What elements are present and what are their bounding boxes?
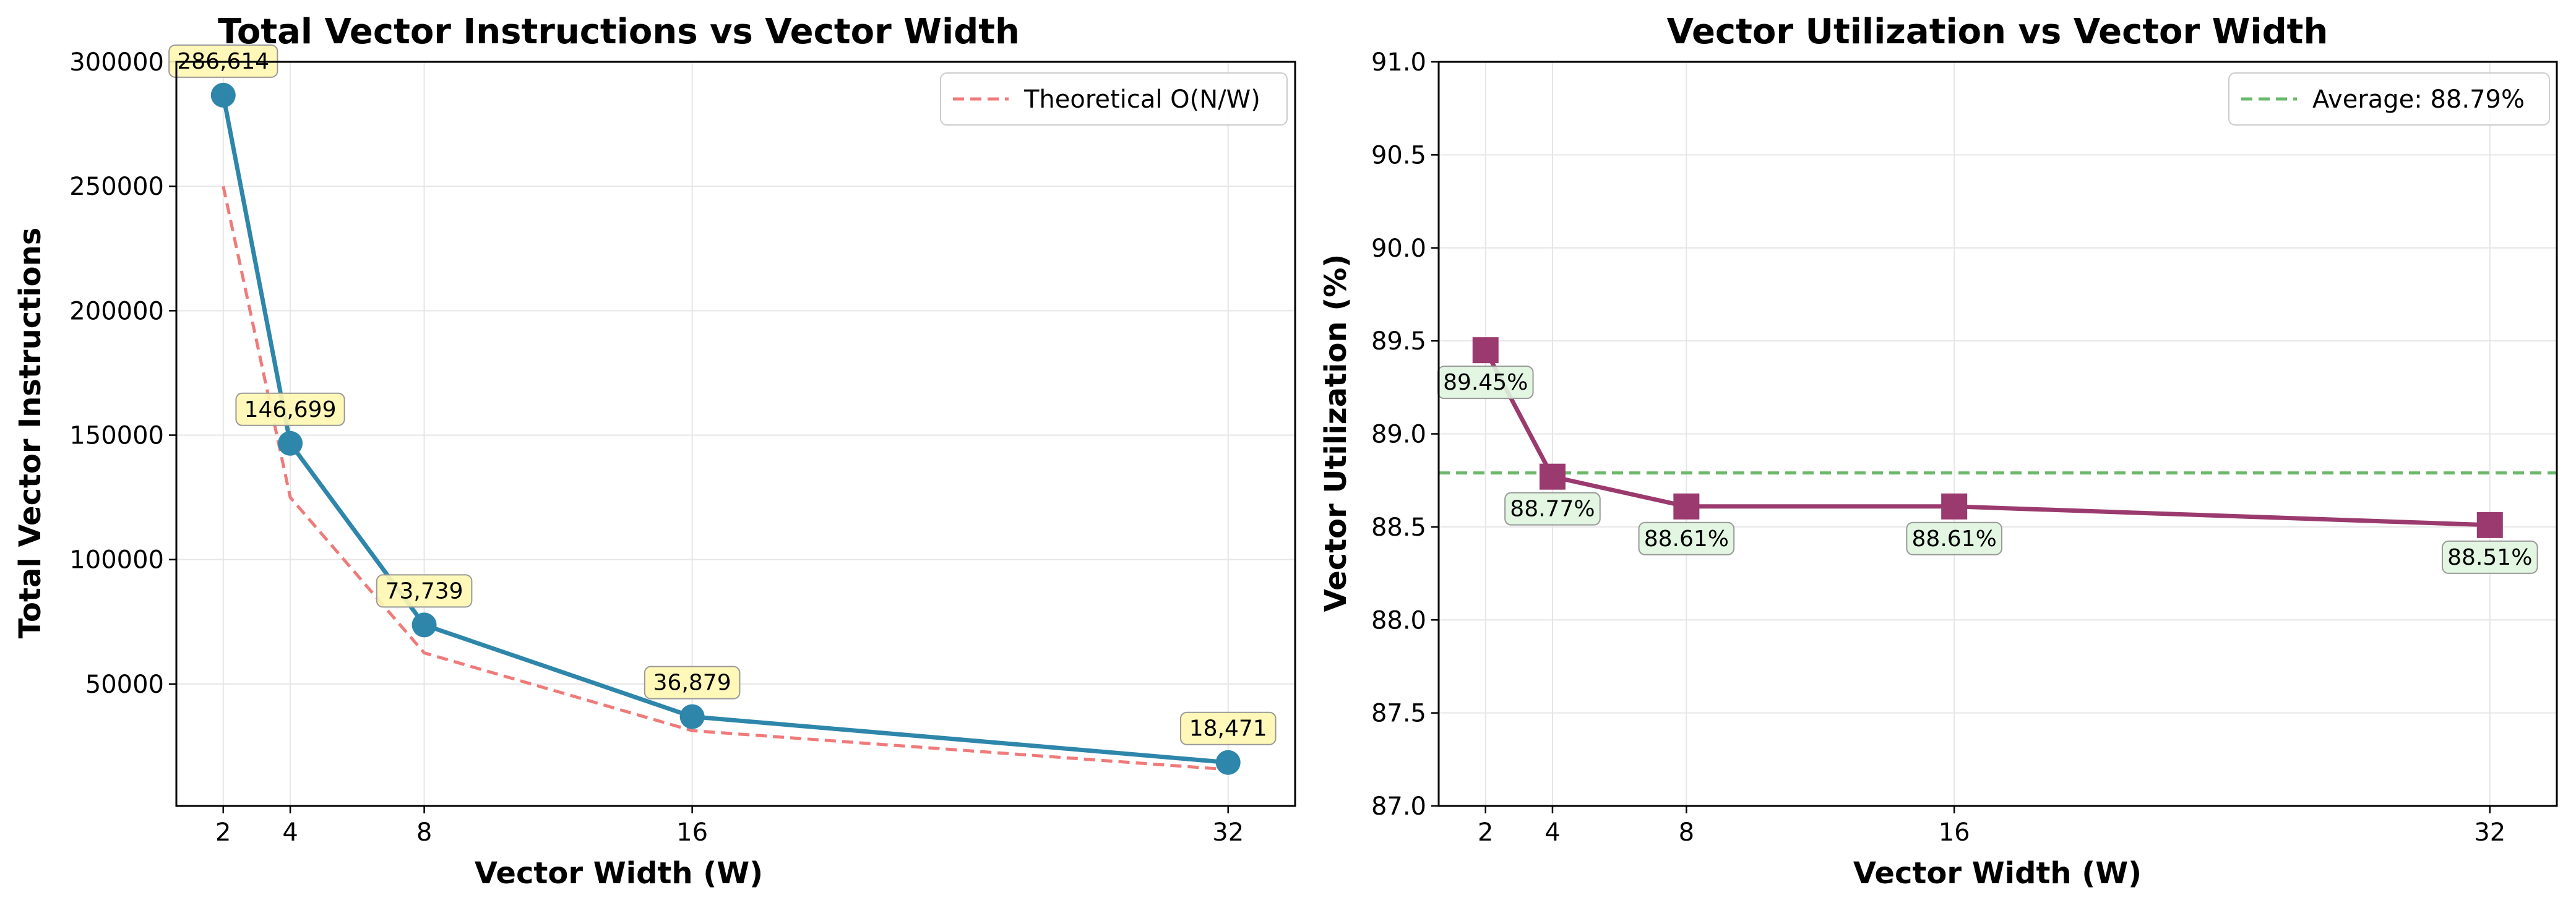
data-label-box [2441, 540, 2538, 574]
y-tick-label: 200000 [69, 297, 164, 325]
x-tick-label: 4 [282, 818, 298, 847]
x-axis-label: Vector Width (W) [1853, 856, 2142, 891]
series-layer [1439, 337, 2557, 538]
y-tick-label: 87.0 [1371, 792, 1426, 821]
data-label: 88.51% [2447, 545, 2532, 570]
data-point [411, 612, 437, 638]
x-tick-label: 2 [215, 818, 231, 847]
y-axis-label: Total Vector Instructions [13, 228, 48, 639]
data-label-box [1179, 711, 1277, 745]
y-tick-label: 250000 [69, 173, 164, 201]
data-label-box [235, 392, 345, 426]
data-labels: 89.45% 88.77% 88.61% 88.61% 88.51% [1437, 366, 2538, 574]
x-tick-label: 16 [1939, 818, 1970, 847]
data-label: 36,879 [653, 670, 731, 696]
data-point [1539, 463, 1566, 490]
y-axis-label: Vector Utilization (%) [1319, 254, 1353, 612]
y-tick-label: 91.0 [1371, 48, 1426, 77]
y-tick-label: 300000 [69, 48, 164, 77]
x-ticks: 2 4 8 16 32 [1478, 806, 2505, 847]
x-tick-label: 32 [1212, 818, 1244, 847]
chart-title: Total Vector Instructions vs Vector Widt… [218, 12, 1020, 52]
legend-label-average: Average: 88.79% [2312, 85, 2525, 114]
plot-frame [175, 61, 1296, 807]
x-tick-label: 8 [416, 818, 432, 847]
y-tick-label: 150000 [69, 422, 164, 450]
legend-box [940, 72, 1288, 126]
data-label: 88.61% [1644, 526, 1729, 552]
instructions-chart: Total Vector Instructions vs Vector Widt… [13, 12, 1296, 891]
x-ticks: 2 4 8 16 32 [215, 806, 1244, 847]
x-tick-label: 32 [2474, 818, 2505, 847]
data-label: 88.61% [1912, 526, 1997, 552]
plot-frame [1437, 61, 2558, 807]
x-tick-label: 16 [676, 818, 708, 847]
y-tick-label: 88.5 [1371, 513, 1426, 542]
data-point [1941, 493, 1968, 520]
data-point [1673, 493, 1700, 520]
data-point [679, 704, 705, 729]
y-ticks: 50000 100000 150000 200000 250000 300000 [69, 48, 176, 699]
y-tick-label: 50000 [85, 670, 164, 699]
data-label-box [1906, 521, 2002, 555]
y-tick-label: 89.0 [1371, 421, 1426, 449]
data-label: 18,471 [1189, 716, 1267, 742]
y-tick-label: 100000 [69, 546, 164, 575]
chart-title: Vector Utilization vs Vector Width [1667, 12, 2328, 52]
x-tick-label: 2 [1478, 818, 1493, 847]
x-tick-label: 4 [1544, 818, 1560, 847]
legend-box [2228, 72, 2550, 126]
data-label-box [644, 666, 741, 700]
y-ticks: 87.0 87.5 88.0 88.5 89.0 89.5 90.0 90.5 91.0 [1371, 48, 1439, 821]
data-point [1215, 750, 1241, 775]
data-point [1472, 337, 1499, 364]
y-tick-label: 87.5 [1371, 700, 1426, 728]
data-label: 88.77% [1510, 497, 1595, 522]
data-label-box [376, 574, 473, 608]
x-tick-label: 8 [1679, 818, 1694, 847]
data-point [278, 430, 303, 456]
data-label: 146,699 [244, 397, 337, 422]
y-tick-label: 90.0 [1371, 234, 1426, 263]
data-label: 89.45% [1443, 370, 1528, 395]
data-label-box [1638, 521, 1735, 555]
legend: Average: 88.79% [2228, 72, 2550, 126]
y-tick-label: 88.0 [1371, 606, 1426, 635]
data-label: 73,739 [386, 578, 463, 604]
data-label-box [1504, 492, 1601, 526]
data-point [2476, 512, 2503, 538]
legend: Theoretical O(N/W) [940, 72, 1288, 126]
data-point [210, 82, 236, 108]
utilization-chart: Vector Utilization vs Vector Width Vecto… [1319, 12, 2558, 891]
legend-label-theoretical: Theoretical O(N/W) [1023, 85, 1260, 114]
y-tick-label: 89.5 [1371, 327, 1426, 356]
x-axis-label: Vector Width (W) [475, 856, 763, 891]
y-tick-label: 90.5 [1371, 141, 1426, 169]
